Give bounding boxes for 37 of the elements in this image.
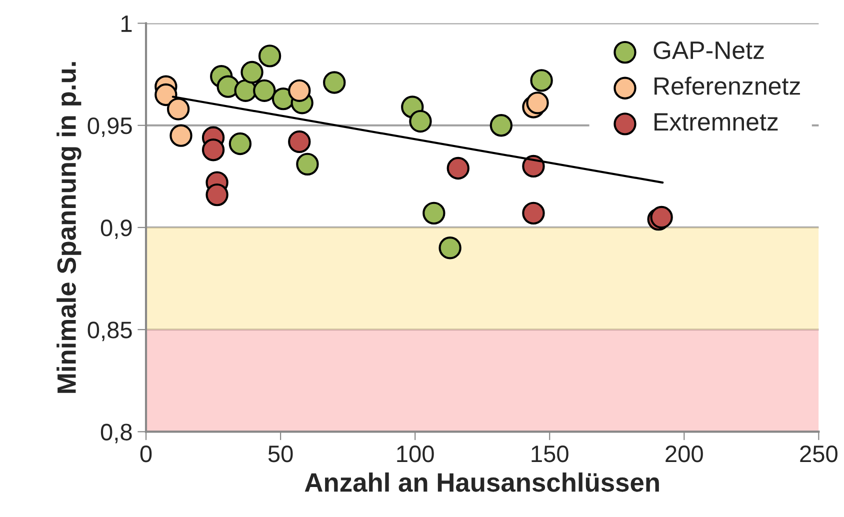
- legend-label: GAP-Netz: [654, 41, 764, 60]
- y-tick-label: 1: [121, 16, 132, 32]
- point: [438, 236, 462, 260]
- point: [288, 79, 311, 102]
- y-tick-label: 0,85: [88, 322, 132, 342]
- y-tick-label: 0,95: [88, 117, 132, 137]
- point: [526, 92, 549, 114]
- point: [490, 114, 513, 137]
- x-axis-title: Anzahl an Hausanschlüssen: [304, 472, 659, 492]
- x-tick-label: 100: [397, 446, 434, 462]
- point: [202, 138, 225, 162]
- x-tick-label: 150: [532, 446, 568, 462]
- point: [166, 98, 190, 120]
- point: [240, 60, 264, 84]
- x-tick-label: 50: [268, 446, 293, 462]
- point: [258, 44, 282, 68]
- point: [228, 132, 252, 156]
- point: [296, 152, 319, 176]
- x-tick-label: 200: [666, 446, 703, 462]
- legend-label: Extremnetz: [654, 113, 778, 131]
- point: [323, 71, 346, 94]
- y-tick-label: 0,8: [100, 424, 132, 444]
- legend-label: Referenznetz: [654, 76, 800, 95]
- point: [409, 110, 432, 133]
- point: [446, 156, 470, 180]
- point: [206, 183, 228, 206]
- point: [530, 69, 553, 92]
- y-tick-label: 0,9: [100, 220, 132, 240]
- point: [253, 79, 276, 102]
- point: [154, 83, 178, 106]
- x-tick-label: 250: [800, 446, 838, 462]
- point: [422, 202, 446, 225]
- point: [522, 202, 545, 225]
- x-tick-label: 0: [140, 446, 152, 462]
- point: [288, 130, 311, 154]
- y-axis-title: Minimale Spannung in p.u.: [56, 62, 82, 393]
- point: [170, 124, 192, 147]
